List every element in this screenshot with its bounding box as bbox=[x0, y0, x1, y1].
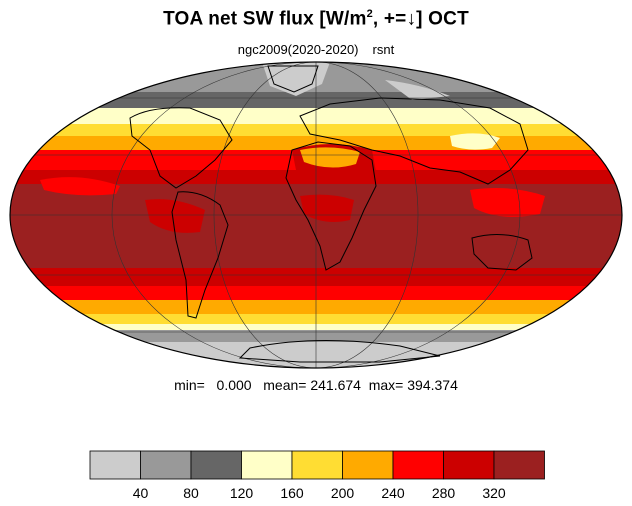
plot-subtitle: ngc2009(2020-2020) rsnt bbox=[0, 42, 632, 57]
coastlines bbox=[129, 65, 533, 363]
colorbar-box bbox=[392, 450, 444, 480]
colorbar-tick-label: 320 bbox=[482, 485, 506, 501]
stat-mean: 241.674 bbox=[310, 377, 361, 393]
colorbar-box bbox=[342, 450, 394, 480]
arctic-bright bbox=[385, 80, 450, 100]
plot-title: TOA net SW flux [W/m2, +=↓] OCT bbox=[163, 8, 469, 30]
sahara-core bbox=[300, 147, 360, 168]
subtitle-variable: rsnt bbox=[372, 42, 395, 57]
colorbar-box bbox=[140, 450, 192, 480]
amazon-convection bbox=[145, 199, 205, 233]
tibet-light bbox=[450, 133, 500, 150]
colorbar-tick-label: 120 bbox=[230, 485, 254, 501]
colorbar-tick-label: 80 bbox=[183, 485, 199, 501]
colorbar-tick-label: 40 bbox=[133, 485, 149, 501]
colorbar-tick-label: 280 bbox=[432, 485, 456, 501]
colorbar-tick-label: 160 bbox=[280, 485, 304, 501]
africa-outline bbox=[285, 141, 377, 271]
colorbar-box bbox=[241, 450, 293, 480]
warm-pool-convection bbox=[470, 188, 545, 217]
north-america-outline bbox=[129, 107, 233, 189]
summary-statistics: min= 0.000 mean= 241.674 max= 394.374 bbox=[174, 377, 458, 393]
greenland-outline bbox=[267, 65, 319, 93]
map-border bbox=[9, 61, 623, 369]
subtitle-run: ngc2009(2020-2020) bbox=[237, 42, 359, 57]
colorbar-box bbox=[443, 450, 495, 480]
eurasia-outline bbox=[299, 97, 529, 185]
colorbar-box bbox=[190, 450, 242, 480]
colorbar-tick-label: 240 bbox=[381, 485, 405, 501]
colorbar-box bbox=[493, 450, 545, 480]
colorbar-box bbox=[89, 450, 141, 480]
australia-outline bbox=[471, 234, 533, 271]
antarctica-outline bbox=[238, 339, 441, 363]
south-america-outline bbox=[171, 191, 229, 319]
colorbar-tick-label: 200 bbox=[331, 485, 355, 501]
stat-min: 0.000 bbox=[216, 377, 252, 393]
pacific-itcz bbox=[40, 177, 120, 196]
stat-max: 394.374 bbox=[407, 377, 458, 393]
greenland-bright bbox=[262, 62, 330, 96]
colorbar-box bbox=[291, 450, 343, 480]
